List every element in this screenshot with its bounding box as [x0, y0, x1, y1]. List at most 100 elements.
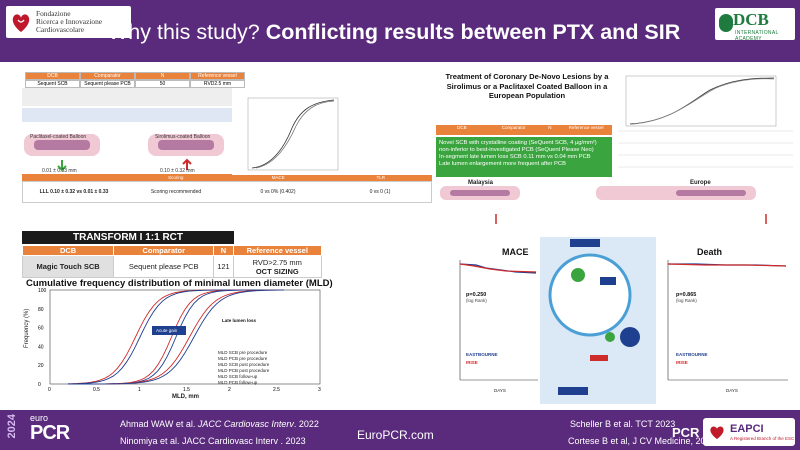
title-bold: Conflicting results between PTX and SIR	[265, 20, 681, 44]
eapci-text: EAPCI	[730, 423, 764, 435]
rmt-n: N	[539, 125, 561, 135]
cf-ytick-5: 100	[38, 288, 47, 294]
outcomes-h2: MACE	[271, 175, 285, 180]
cell-membrane	[548, 253, 632, 337]
region-malaysia: Malaysia	[468, 180, 494, 186]
logo-line-3: Cardiovascolare	[36, 25, 85, 34]
fondazione-logo: Fondazione Ricerca e Innovazione Cardiov…	[6, 6, 131, 38]
red-up-arrow-icon	[182, 158, 192, 170]
footer-year: 2024	[6, 414, 18, 439]
key-findings-box: Novel SCB with crystalline coating (SeQu…	[436, 137, 612, 177]
death-title: Death	[697, 247, 723, 257]
dcb-logo-text: DCB	[733, 10, 769, 29]
death-xlabel: DAYS	[726, 388, 738, 393]
scb-label: Sirolimus-coated Balloon	[155, 134, 211, 140]
mechanism-diagram	[540, 237, 656, 404]
mace-legend-0: EASTBOURNE	[466, 352, 498, 357]
td-comparator: Sequent please PCB	[80, 80, 135, 88]
th-n: N	[135, 72, 190, 80]
cf-curve-5	[68, 289, 284, 385]
blue-node	[600, 277, 616, 285]
transform-dcb: Magic Touch SCB	[21, 255, 115, 278]
logo-line-2: Ricerca e Innovazione	[36, 17, 103, 26]
green-node-2	[605, 332, 615, 342]
finding-1: Novel SCB with crystalline coating (SeQu…	[439, 140, 597, 153]
outcomes-h1: Scoring	[168, 175, 184, 180]
late-loss-label: Late lumen loss	[222, 318, 257, 323]
mace-xlabel: DAYS	[494, 388, 506, 393]
transform-table: DCB Comparator N Reference vessel Magic …	[21, 245, 323, 278]
transform-th-n: N	[213, 245, 234, 256]
mace-p: p=0.250	[466, 292, 486, 298]
outcome-tlr: 0 vs 0 (1)	[369, 189, 391, 195]
cf-xtick-2: 1	[138, 387, 141, 393]
left-top-figure	[22, 88, 339, 180]
cf-legend-1: MLD PCB pre procedure	[218, 356, 268, 361]
mace-curve-irise	[459, 263, 537, 273]
green-down-arrow-icon	[57, 160, 67, 172]
cf-ytick-0: 0	[38, 382, 41, 388]
top-node	[570, 239, 600, 247]
outcome-mace: 0 vs 0% (0.402)	[260, 189, 296, 195]
th-comparator: Comparator	[80, 72, 135, 80]
mace-test: (log Rank)	[466, 298, 487, 303]
footer-euro: euro	[30, 413, 49, 423]
dcb-logo-sub: INTERNATIONAL ACADEMY	[735, 30, 779, 42]
outcomes-h3: TLR	[376, 175, 385, 180]
europcr-link[interactable]: EuroPCR.com	[357, 428, 434, 442]
death-chart: p=0.865 (log Rank) EASTBOURNE IRISE DAYS	[667, 260, 788, 393]
transform-th-comparator: Comparator	[113, 245, 215, 256]
left-top-cumulative-plot	[247, 97, 339, 171]
footer-bar	[0, 410, 800, 450]
heart-logo-icon	[12, 14, 30, 32]
pcb-balloon-illustration	[24, 134, 100, 156]
cf-legend-5: MLD PCB follow-up	[218, 380, 258, 385]
paper-card: Treatment of Coronary De-Novo Lesions by…	[436, 72, 618, 127]
cf-xtick-5: 2.5	[273, 387, 280, 393]
cf-xlabel: MLD, mm	[172, 394, 199, 400]
cf-xtick-0: 0	[48, 387, 51, 393]
cf-plot-area	[49, 289, 321, 385]
finding-3: Late lumen enlargement more frequent aft…	[439, 161, 566, 167]
acute-gain-box	[152, 326, 186, 335]
cf-ylabel: Frequency (%)	[24, 309, 30, 348]
mace-title: MACE	[502, 247, 529, 257]
td-n: 50	[135, 80, 190, 88]
outcome-lll: LLL 0.10 ± 0.32 vs 0.01 ± 0.33	[39, 189, 109, 195]
td-ref: RVD2.5 mm	[190, 80, 245, 88]
rmt-comp: Comparator	[487, 125, 540, 135]
study-text-block	[22, 88, 232, 106]
ref1-italic: JACC Cardiovasc Interv	[197, 419, 294, 429]
footer-pcr-logo: PCR	[30, 422, 70, 444]
scb-value: 0.10 ± 0.32 mm	[160, 168, 195, 174]
td-dcb: Sequent SCB	[25, 80, 80, 88]
transform-comparator: Sequent please PCB	[113, 255, 215, 278]
transform-ref: RVD>2.75 mm OCT SIZING	[232, 255, 323, 278]
cf-legend: MLD SCB pre procedure MLD PCB pre proced…	[218, 350, 270, 385]
cf-legend-4: MLD SCB follow-up	[218, 374, 258, 379]
death-curve-irise	[667, 263, 787, 267]
reference-1: Ahmad WAW et al. JACC Cardiovasc Interv.…	[120, 419, 319, 429]
cf-ytick-2: 40	[38, 344, 44, 350]
blue-circle	[620, 327, 640, 347]
eapci-logo: EAPCI A Registered Branch of the ESC	[703, 418, 795, 446]
dcb-academy-logo: DCB INTERNATIONAL ACADEMY	[715, 8, 795, 42]
outcomes-header: Scoring MACE TLR	[22, 175, 432, 181]
cf-xtick-1: 0.5	[93, 387, 100, 393]
reference-2: Ninomiya et al. JACC Cardiovasc Interv .…	[120, 436, 306, 446]
green-node	[571, 268, 585, 282]
mace-legend-1: IRISE	[466, 360, 478, 365]
region-illustrations	[440, 186, 767, 224]
cf-xtick-6: 3	[318, 387, 321, 393]
right-results-table	[618, 130, 793, 168]
mace-chart: p=0.250 (log Rank) EASTBOURNE IRISE DAYS	[459, 260, 538, 393]
death-p: p=0.865	[676, 292, 696, 298]
pcr-small-logo: PCR	[672, 425, 700, 440]
outcomes-row: LLL 0.10 ± 0.32 vs 0.01 ± 0.33 Scoring r…	[22, 181, 432, 203]
cf-legend-2: MLD SCB post procedure	[218, 362, 270, 367]
cf-ytick-4: 80	[38, 307, 44, 313]
cf-chart-title: Cumulative frequency distribution of min…	[26, 278, 333, 289]
region-europe: Europe	[690, 180, 711, 186]
pcb-label: Paclitaxel-coated Balloon	[30, 134, 87, 140]
death-legend-0: EASTBOURNE	[676, 352, 708, 357]
